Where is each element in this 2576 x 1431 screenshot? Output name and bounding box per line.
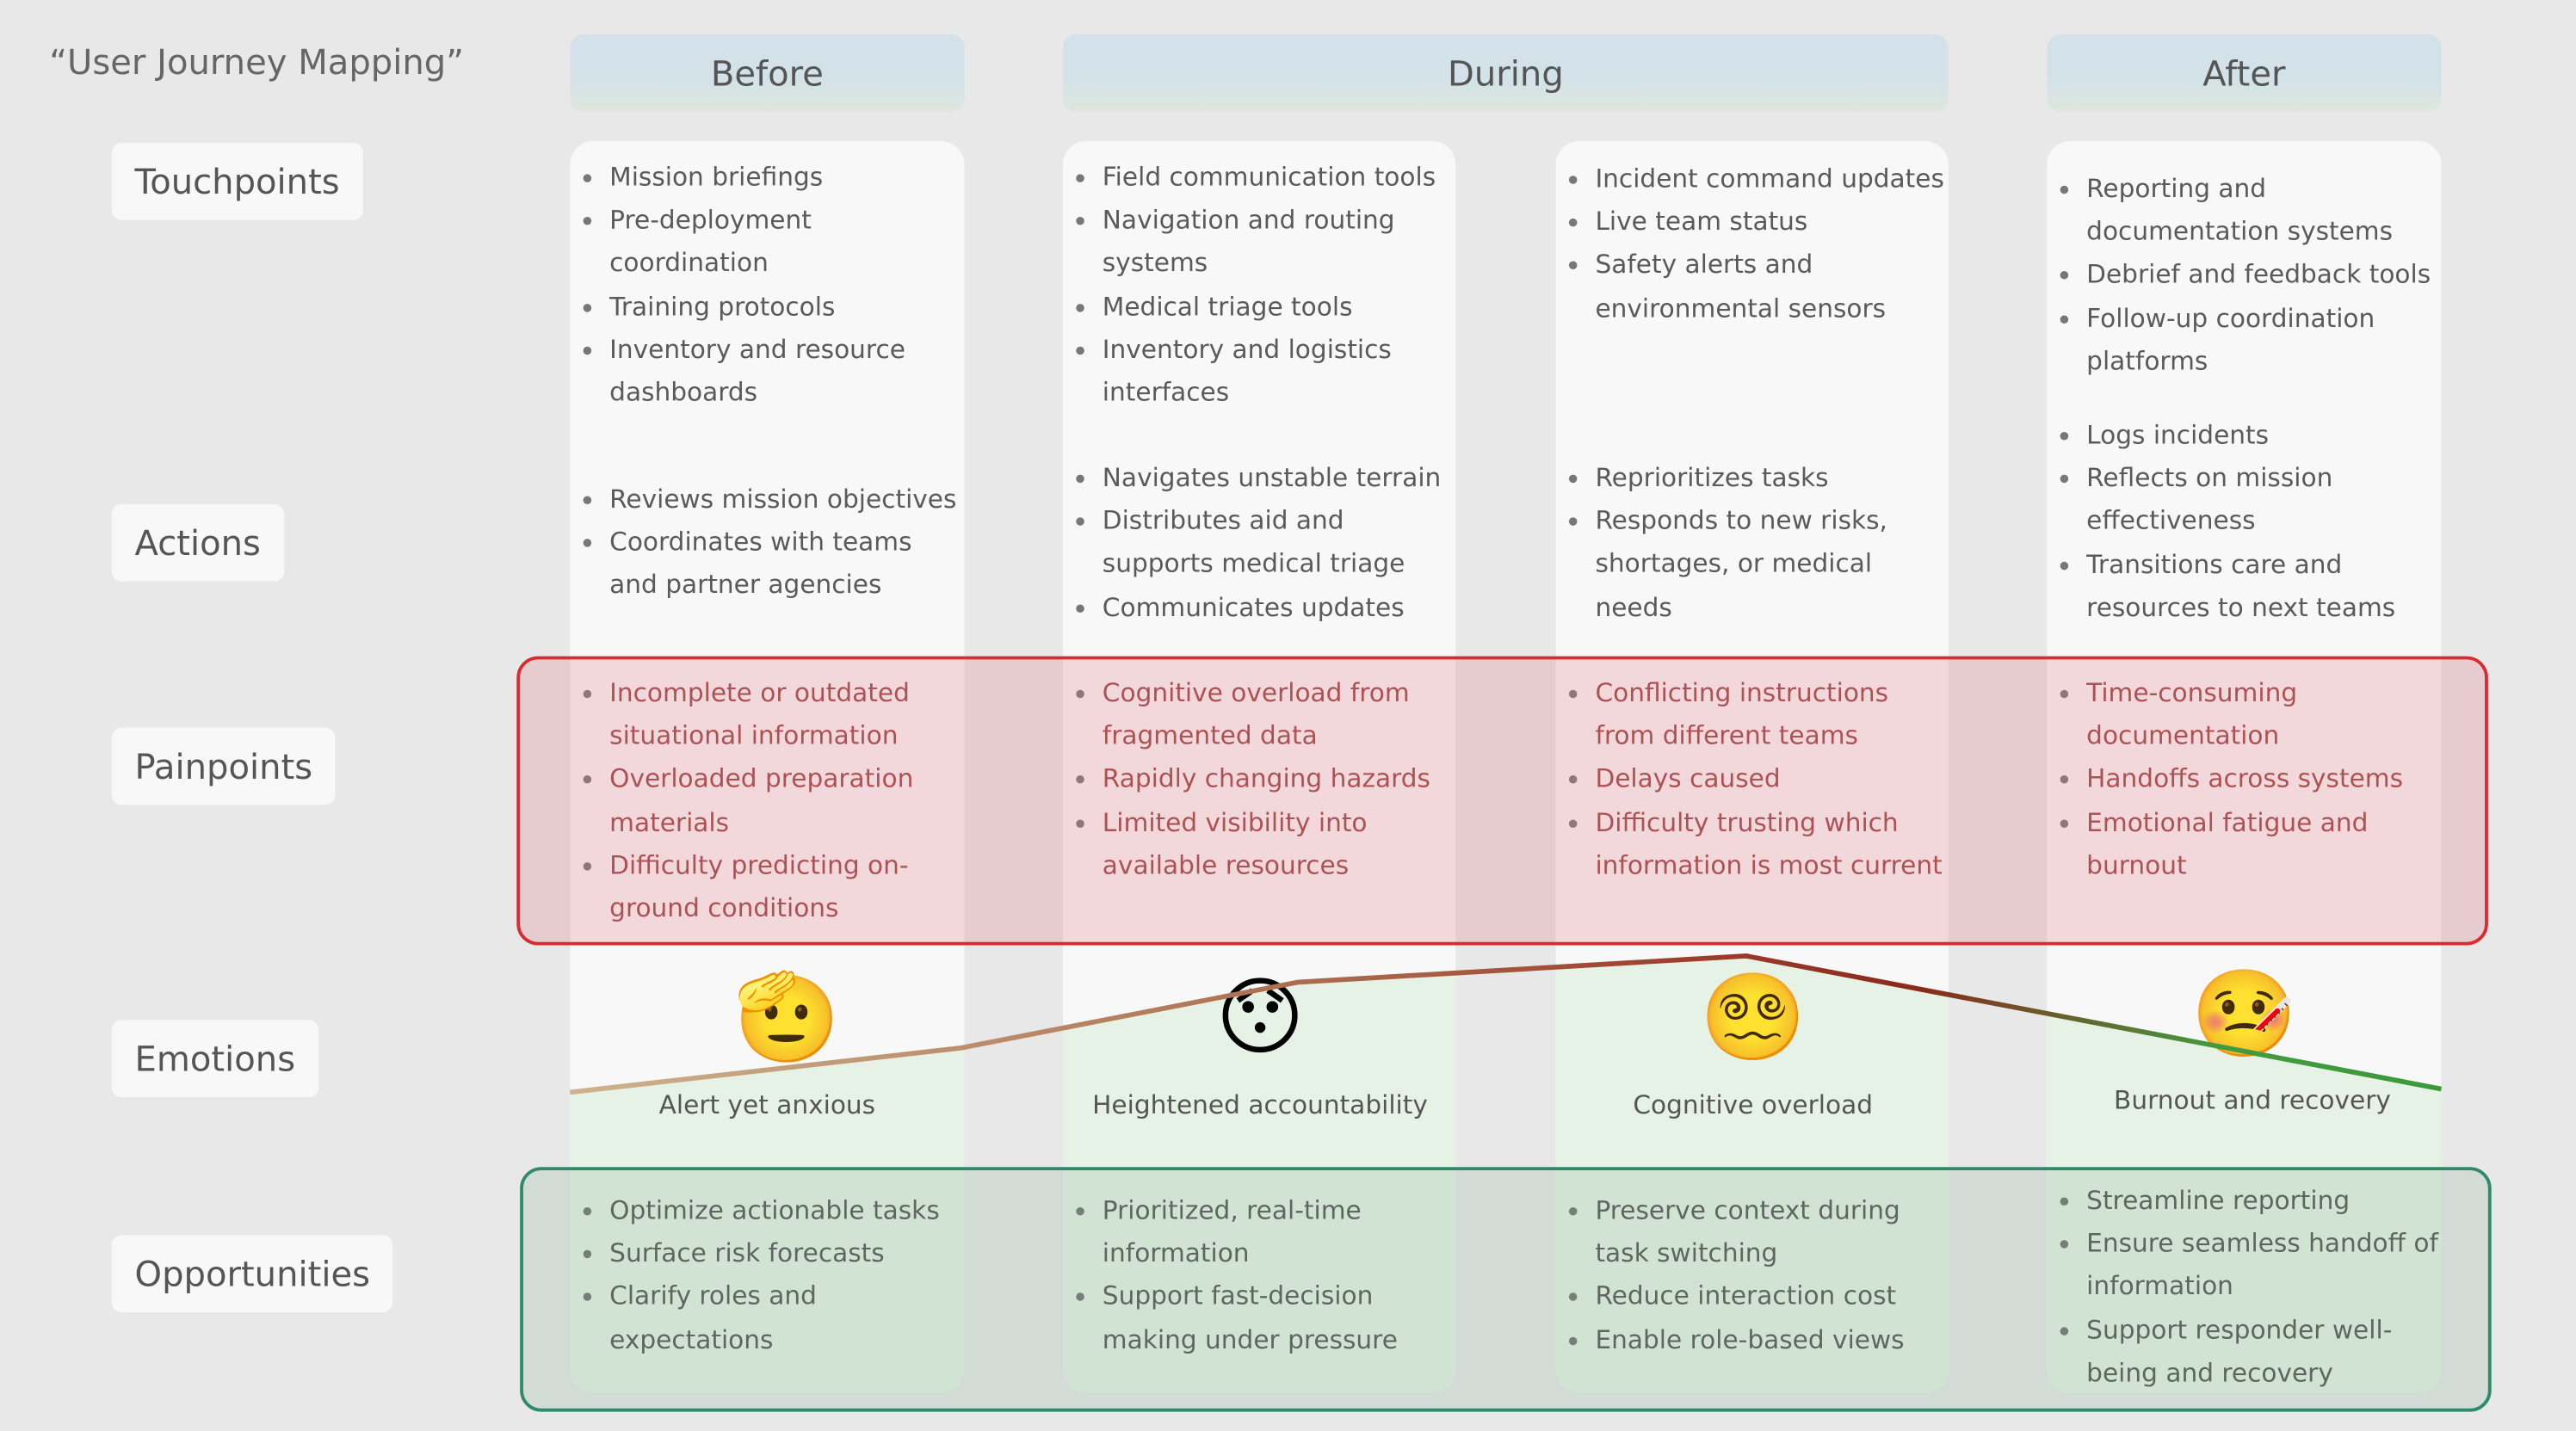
emotion-label: Heightened accountability xyxy=(1092,1090,1428,1120)
row-label: Opportunities xyxy=(111,1235,393,1313)
painpoint-item: Cognitive overload from fragmented data xyxy=(1103,672,1461,758)
touchpoints-list: Mission briefingsPre-deployment coordina… xyxy=(571,156,967,414)
painpoint-item: Difficulty predicting on-ground conditio… xyxy=(609,844,967,930)
emotion-label: Alert yet anxious xyxy=(658,1090,876,1120)
opportunitie-item: Prioritized, real-time information xyxy=(1103,1189,1461,1275)
touchpoint-item: Navigation and routing systems xyxy=(1103,199,1461,285)
touchpoint-item: Inventory and logistics interfaces xyxy=(1103,328,1461,414)
action-item: Transitions care and resources to next t… xyxy=(2086,543,2444,629)
emotion-emoji: 🫡 xyxy=(733,969,841,1068)
painpoint-item: Difficulty trusting which information is… xyxy=(1595,801,1953,887)
painpoints-list: Cognitive overload from fragmented dataR… xyxy=(1065,672,1461,887)
action-item: Communicates updates xyxy=(1103,586,1461,629)
action-item: Reflects on mission effectiveness xyxy=(2086,457,2444,543)
touchpoint-item: Training protocols xyxy=(609,285,967,328)
opportunitie-item: Optimize actionable tasks xyxy=(609,1189,967,1232)
action-item: Coordinates with teams and partner agenc… xyxy=(609,521,967,607)
actions-list: Reprioritizes tasksResponds to new risks… xyxy=(1558,457,1954,629)
painpoint-item: Overloaded preparation materials xyxy=(609,758,967,844)
touchpoint-item: Inventory and resource dashboards xyxy=(609,328,967,414)
touchpoints-list: Field communication toolsNavigation and … xyxy=(1065,156,1461,414)
actions-list: Reviews mission objectivesCoordinates wi… xyxy=(571,478,967,607)
touchpoints-list: Reporting and documentation systemsDebri… xyxy=(2048,168,2444,383)
emotion-label: Burnout and recovery xyxy=(2114,1085,2391,1116)
row-label: Emotions xyxy=(111,1020,318,1098)
emotion-label: Cognitive overload xyxy=(1633,1090,1874,1120)
opportunitie-item: Clarify roles and expectations xyxy=(609,1275,967,1361)
painpoint-item: Conflicting instructions from different … xyxy=(1595,672,1953,758)
touchpoint-item: Safety alerts and environmental sensors xyxy=(1595,244,1953,330)
actions-list: Navigates unstable terrainDistributes ai… xyxy=(1065,457,1461,629)
touchpoint-item: Medical triage tools xyxy=(1103,285,1461,328)
row-label: Painpoints xyxy=(111,727,336,805)
phase-header: During xyxy=(1062,34,1949,112)
actions-list: Logs incidentsReflects on mission effect… xyxy=(2048,414,2444,629)
opportunitie-item: Enable role-based views xyxy=(1595,1318,1953,1361)
opportunitie-item: Surface risk forecasts xyxy=(609,1232,967,1275)
painpoint-item: Incomplete or outdated situational infor… xyxy=(609,672,967,758)
painpoints-list: Conflicting instructions from different … xyxy=(1558,672,1954,887)
emotion-emoji: 😯 xyxy=(1215,969,1305,1068)
touchpoint-item: Live team status xyxy=(1595,200,1953,244)
opportunities-list: Preserve context during task switchingRe… xyxy=(1558,1189,1954,1361)
touchpoint-item: Reporting and documentation systems xyxy=(2086,168,2444,254)
row-label: Actions xyxy=(111,504,284,582)
action-item: Distributes aid and supports medical tri… xyxy=(1103,500,1461,586)
touchpoint-item: Follow-up coordination platforms xyxy=(2086,297,2444,383)
touchpoint-item: Incident command updates xyxy=(1595,157,1953,200)
touchpoint-item: Field communication tools xyxy=(1103,156,1461,199)
painpoint-item: Time-consuming documentation xyxy=(2086,672,2444,758)
painpoint-item: Rapidly changing hazards xyxy=(1103,758,1461,801)
emotion-emoji: 😵‍💫 xyxy=(1699,969,1807,1068)
painpoints-list: Time-consuming documentationHandoffs acr… xyxy=(2048,672,2444,887)
opportunities-list: Prioritized, real-time informationSuppor… xyxy=(1065,1189,1461,1361)
opportunitie-item: Preserve context during task switching xyxy=(1595,1189,1953,1275)
action-item: Logs incidents xyxy=(2086,414,2444,457)
title: “User Journey Mapping” xyxy=(49,42,464,83)
painpoint-item: Limited visibility into available resour… xyxy=(1103,801,1461,887)
action-item: Navigates unstable terrain xyxy=(1103,457,1461,500)
opportunities-list: Optimize actionable tasksSurface risk fo… xyxy=(571,1189,967,1361)
opportunitie-item: Support fast-decision making under press… xyxy=(1103,1275,1461,1361)
action-item: Reviews mission objectives xyxy=(609,478,967,521)
painpoints-list: Incomplete or outdated situational infor… xyxy=(571,672,967,930)
touchpoint-item: Pre-deployment coordination xyxy=(609,199,967,285)
opportunities-list: Streamline reportingEnsure seamless hand… xyxy=(2048,1180,2444,1395)
opportunitie-item: Ensure seamless handoff of information xyxy=(2086,1223,2444,1309)
painpoint-item: Handoffs across systems xyxy=(2086,758,2444,801)
row-label: Touchpoints xyxy=(111,143,363,220)
painpoint-item: Delays caused xyxy=(1595,758,1953,801)
opportunitie-item: Streamline reporting xyxy=(2086,1180,2444,1223)
action-item: Reprioritizes tasks xyxy=(1595,457,1953,500)
emotion-emoji: 🤒 xyxy=(2190,965,2298,1064)
opportunitie-item: Support responder well-being and recover… xyxy=(2086,1309,2444,1395)
phase-header: Before xyxy=(570,34,965,112)
touchpoint-item: Mission briefings xyxy=(609,156,967,199)
opportunitie-item: Reduce interaction cost xyxy=(1595,1275,1953,1318)
phase-header: After xyxy=(2047,34,2442,112)
touchpoint-item: Debrief and feedback tools xyxy=(2086,254,2444,297)
action-item: Responds to new risks, shortages, or med… xyxy=(1595,500,1953,629)
painpoint-item: Emotional fatigue and burnout xyxy=(2086,801,2444,887)
touchpoints-list: Incident command updatesLive team status… xyxy=(1558,157,1954,330)
